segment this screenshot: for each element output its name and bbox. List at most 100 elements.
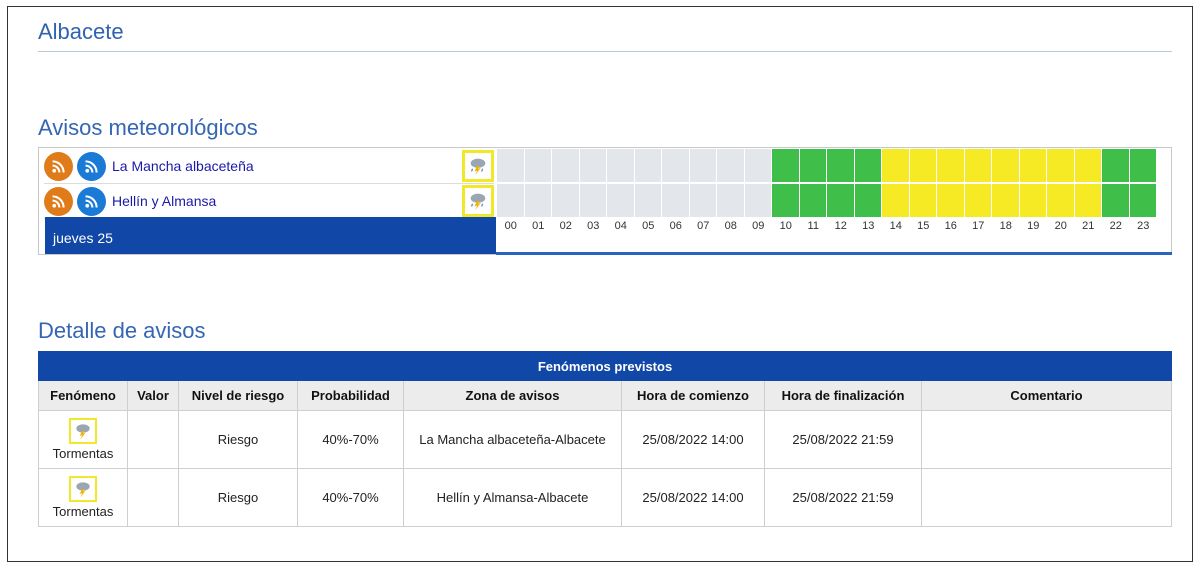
phenomenon-name: Tormentas (52, 504, 114, 519)
hour-label: 22 (1109, 220, 1122, 232)
hour-label: 02 (559, 220, 572, 232)
hour-cell-03 (579, 184, 606, 217)
hour-cell-10 (772, 149, 799, 182)
hour-cell-14 (882, 149, 909, 182)
hour-cell-23 (1129, 149, 1156, 182)
zone-link[interactable]: Hellín y Almansa (112, 193, 217, 209)
hour-cell-20 (1047, 149, 1074, 182)
table-title: Fenómenos previstos (38, 351, 1172, 381)
probability-cell: 40%-70% (297, 410, 404, 469)
hour-label: 06 (669, 220, 682, 232)
probability-cell: 40%-70% (297, 468, 404, 527)
zone-row: Hellín y Almansa (44, 184, 494, 219)
value-cell (127, 468, 179, 527)
hour-cell-06 (662, 149, 689, 182)
warnings-heading: Avisos meteorológicos (38, 115, 258, 140)
zone-cell: La Mancha albaceteña-Albacete (403, 410, 622, 469)
rss-feed-icon[interactable] (44, 186, 73, 216)
hour-cell-01 (524, 184, 551, 217)
phenomenon-cell: Tormentas (38, 410, 128, 469)
start-time-cell: 25/08/2022 14:00 (621, 410, 765, 469)
hour-cell-04 (607, 184, 634, 217)
zone-cell: Hellín y Almansa-Albacete (403, 468, 622, 527)
hour-cell-21 (1074, 149, 1101, 182)
hour-cell-02 (552, 149, 579, 182)
hour-cell-09 (744, 149, 771, 182)
hour-cell-08 (717, 149, 744, 182)
column-header: Hora de finalización (764, 380, 922, 411)
thunderstorm-icon (69, 418, 97, 444)
hour-label: 10 (779, 220, 792, 232)
hour-cell-19 (1019, 184, 1046, 217)
hour-cell-18 (992, 149, 1019, 182)
hour-cell-00 (497, 149, 524, 182)
hour-cell-18 (992, 184, 1019, 217)
hour-cell-04 (607, 149, 634, 182)
hour-cell-07 (689, 149, 716, 182)
hour-label: 21 (1082, 220, 1095, 232)
rss-feed-icon[interactable] (44, 151, 73, 181)
hour-cell-16 (937, 184, 964, 217)
end-time-cell: 25/08/2022 21:59 (764, 468, 922, 527)
hour-label: 12 (834, 220, 847, 232)
hour-label: 00 (504, 220, 517, 232)
risk-level-cell: Riesgo (178, 468, 298, 527)
start-time-cell: 25/08/2022 14:00 (621, 468, 765, 527)
hour-label: 07 (697, 220, 710, 232)
thunderstorm-icon[interactable] (462, 185, 494, 217)
hour-cell-00 (497, 184, 524, 217)
table-row: Tormentas Riesgo 40%-70% La Mancha albac… (38, 410, 1172, 469)
hour-cell-22 (1102, 149, 1129, 182)
hour-label: 11 (807, 220, 819, 232)
hour-cell-05 (634, 184, 661, 217)
warning-detail-table: Fenómenos previstos Fenómeno Valor Nivel… (38, 351, 1172, 527)
rss-feed-icon[interactable] (77, 186, 106, 216)
detail-heading: Detalle de avisos (38, 318, 206, 343)
comment-cell (921, 410, 1172, 469)
hour-label: 15 (917, 220, 930, 232)
hour-label: 01 (532, 220, 545, 232)
hour-label: 17 (972, 220, 985, 232)
column-header: Fenómeno (38, 380, 128, 411)
hour-cell-14 (882, 184, 909, 217)
phenomenon-name: Tormentas (52, 446, 114, 461)
hour-cell-23 (1129, 184, 1156, 217)
hour-cell-03 (579, 149, 606, 182)
thunderstorm-icon (69, 476, 97, 502)
hour-axis: 00 01 02 03 04 05 06 07 08 09 10 11 12 13 14 15 16 17 18 19… (497, 220, 1157, 232)
hour-cell-19 (1019, 149, 1046, 182)
risk-level-cell: Riesgo (178, 410, 298, 469)
comment-cell (921, 468, 1172, 527)
column-header: Hora de comienzo (621, 380, 765, 411)
hour-label: 09 (752, 220, 765, 232)
title-divider (38, 51, 1172, 52)
hour-label: 03 (587, 220, 600, 232)
hourly-risk-grid (497, 184, 1157, 217)
hour-cell-06 (662, 184, 689, 217)
hour-cell-11 (799, 149, 826, 182)
hour-label: 04 (614, 220, 627, 232)
zone-row: La Mancha albaceteña (44, 149, 494, 184)
hour-cell-02 (552, 184, 579, 217)
hour-cell-20 (1047, 184, 1074, 217)
table-row: Tormentas Riesgo 40%-70% Hellín y Almans… (38, 468, 1172, 527)
hour-cell-15 (909, 184, 936, 217)
hour-cell-08 (717, 184, 744, 217)
page-frame: Albacete Avisos meteorológicos La Mancha… (7, 6, 1193, 562)
column-header: Valor (127, 380, 179, 411)
thunderstorm-icon[interactable] (462, 150, 494, 182)
hourly-risk-grid (497, 149, 1157, 182)
hour-cell-22 (1102, 184, 1129, 217)
column-header: Zona de avisos (403, 380, 622, 411)
hour-cell-16 (937, 149, 964, 182)
hour-label: 16 (944, 220, 957, 232)
rss-feed-icon[interactable] (77, 151, 106, 181)
hour-cell-17 (964, 184, 991, 217)
hour-cell-21 (1074, 184, 1101, 217)
value-cell (127, 410, 179, 469)
zone-link[interactable]: La Mancha albaceteña (112, 158, 254, 174)
warnings-timeline: La Mancha albaceteña Hellín y Almansa ju… (38, 147, 1172, 255)
end-time-cell: 25/08/2022 21:59 (764, 410, 922, 469)
day-label: jueves 25 (45, 217, 496, 254)
hour-label: 14 (889, 220, 902, 232)
